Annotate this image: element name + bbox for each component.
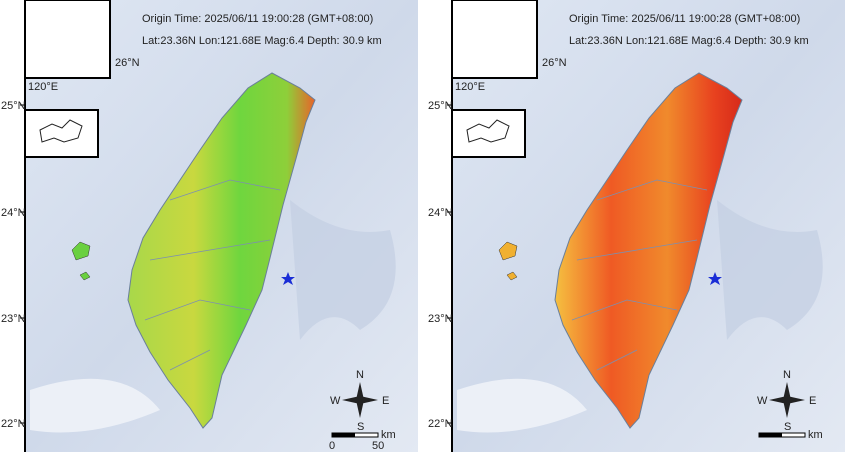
compass-n: N [783,369,791,381]
scale-bar-fill [332,433,355,437]
compass-w: W [330,395,341,407]
county-lines [144,179,281,371]
sea-relief [717,200,823,340]
lat-label: 24°N [428,207,453,219]
scale-unit: km [808,429,823,441]
compass-e: E [809,395,816,407]
event-info: Lat:23.36N Lon:121.68E Mag:6.4 Depth: 30… [142,35,382,47]
origin-time: Origin Time: 2025/06/11 19:00:28 (GMT+08… [142,13,373,25]
compass-n: N [356,369,364,381]
inset-island [466,119,510,143]
epicenter-star [708,272,722,285]
origin-time: Origin Time: 2025/06/11 19:00:28 (GMT+08… [569,13,800,25]
inset-box [24,0,111,79]
county-lines [571,179,708,371]
sea-relief [30,378,160,433]
islet [71,241,91,281]
lat-label: 25°N [1,100,26,112]
scale-start: 0 [329,440,335,452]
scale-end: 50 [372,440,384,452]
lat-label: 25°N [428,100,453,112]
map-panel: 26°N 120°E Origin Time: 2025/06/11 19:00:2… [428,0,845,452]
compass-rose [342,382,378,418]
inset-lon-label: 120°E [455,81,485,93]
lat-label: 23°N [428,313,453,325]
island [554,72,743,429]
lat-label: 22°N [1,418,26,430]
compass-s: S [357,421,364,433]
sea-relief [457,378,587,433]
compass-s: S [784,421,791,433]
sea-relief [290,200,396,340]
island [127,72,316,429]
compass-rose [769,382,805,418]
inset-lat-label: 26°N [115,57,140,69]
inset-box [451,0,538,79]
event-info: Lat:23.36N Lon:121.68E Mag:6.4 Depth: 30… [569,35,809,47]
scale-unit: km [381,429,396,441]
scale-bar-fill [759,433,782,437]
lat-label: 23°N [1,313,26,325]
lat-label: 22°N [428,418,453,430]
map-panel: 26°N 120°E Origin Time: 2025/06/11 19:00:2… [1,0,418,452]
inset-lat-label: 26°N [542,57,567,69]
lat-label: 24°N [1,207,26,219]
inset-island [39,119,83,143]
epicenter-star [281,272,295,285]
islet [498,241,518,281]
inset-lon-label: 120°E [28,81,58,93]
compass-e: E [382,395,389,407]
compass-w: W [757,395,768,407]
